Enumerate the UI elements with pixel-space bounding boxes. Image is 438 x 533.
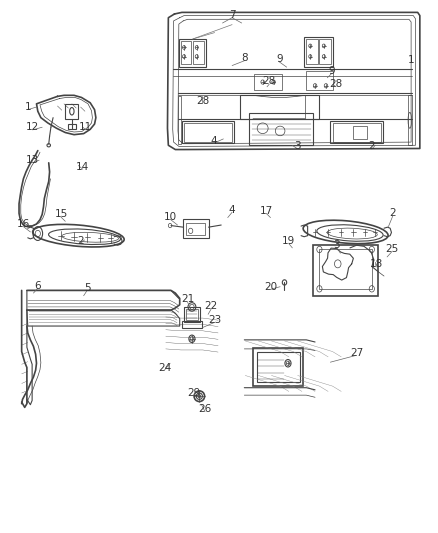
Text: 17: 17: [260, 206, 273, 216]
Bar: [182, 121, 234, 143]
Text: 13: 13: [26, 155, 39, 165]
Bar: [253, 348, 303, 386]
Bar: [408, 95, 412, 146]
Bar: [68, 124, 76, 130]
Bar: [186, 223, 205, 235]
Text: 16: 16: [17, 219, 30, 229]
Text: 2: 2: [368, 141, 375, 151]
Text: 2: 2: [77, 236, 84, 246]
Bar: [180, 41, 191, 64]
Text: 23: 23: [208, 314, 221, 325]
Text: 10: 10: [163, 212, 177, 222]
Bar: [306, 71, 332, 90]
Text: 29: 29: [187, 388, 200, 398]
Text: 25: 25: [385, 245, 398, 254]
Bar: [65, 104, 78, 119]
Text: 9: 9: [328, 66, 335, 76]
Bar: [178, 96, 181, 144]
Text: 6: 6: [35, 281, 41, 290]
Text: 14: 14: [76, 161, 89, 172]
Bar: [257, 352, 300, 382]
Bar: [319, 39, 331, 64]
Bar: [332, 123, 381, 142]
Ellipse shape: [198, 394, 201, 398]
Bar: [193, 41, 204, 64]
Text: 24: 24: [158, 362, 171, 373]
Bar: [184, 307, 200, 322]
Bar: [183, 219, 208, 238]
Text: 18: 18: [370, 260, 383, 269]
Text: 4: 4: [210, 135, 217, 146]
Text: 15: 15: [54, 209, 67, 220]
Bar: [304, 37, 332, 67]
Text: 28: 28: [263, 77, 276, 86]
Text: 21: 21: [181, 294, 194, 304]
Bar: [330, 121, 383, 143]
Text: 5: 5: [84, 283, 91, 293]
Text: 12: 12: [26, 122, 39, 132]
Bar: [249, 114, 313, 146]
Text: 2: 2: [389, 208, 396, 219]
Text: 28: 28: [329, 79, 343, 89]
Bar: [240, 95, 318, 119]
Bar: [184, 123, 232, 142]
Text: 4: 4: [229, 205, 235, 215]
Text: 1: 1: [25, 102, 31, 112]
Bar: [306, 39, 318, 64]
Bar: [313, 245, 378, 296]
Text: 28: 28: [196, 95, 209, 106]
Bar: [319, 249, 372, 289]
Text: 19: 19: [282, 236, 296, 246]
Text: 1: 1: [408, 55, 414, 65]
Text: 20: 20: [264, 282, 277, 292]
Text: 9: 9: [276, 54, 283, 64]
Text: 3: 3: [334, 240, 340, 249]
Text: 8: 8: [241, 53, 247, 63]
Text: 26: 26: [198, 404, 212, 414]
Bar: [254, 74, 283, 90]
Text: 11: 11: [79, 122, 92, 132]
Bar: [186, 309, 198, 320]
Bar: [179, 39, 206, 67]
Text: 27: 27: [350, 348, 363, 358]
Text: 7: 7: [229, 10, 235, 20]
Text: 22: 22: [205, 301, 218, 311]
Bar: [353, 126, 367, 139]
Text: 3: 3: [294, 141, 301, 151]
Bar: [182, 321, 201, 328]
